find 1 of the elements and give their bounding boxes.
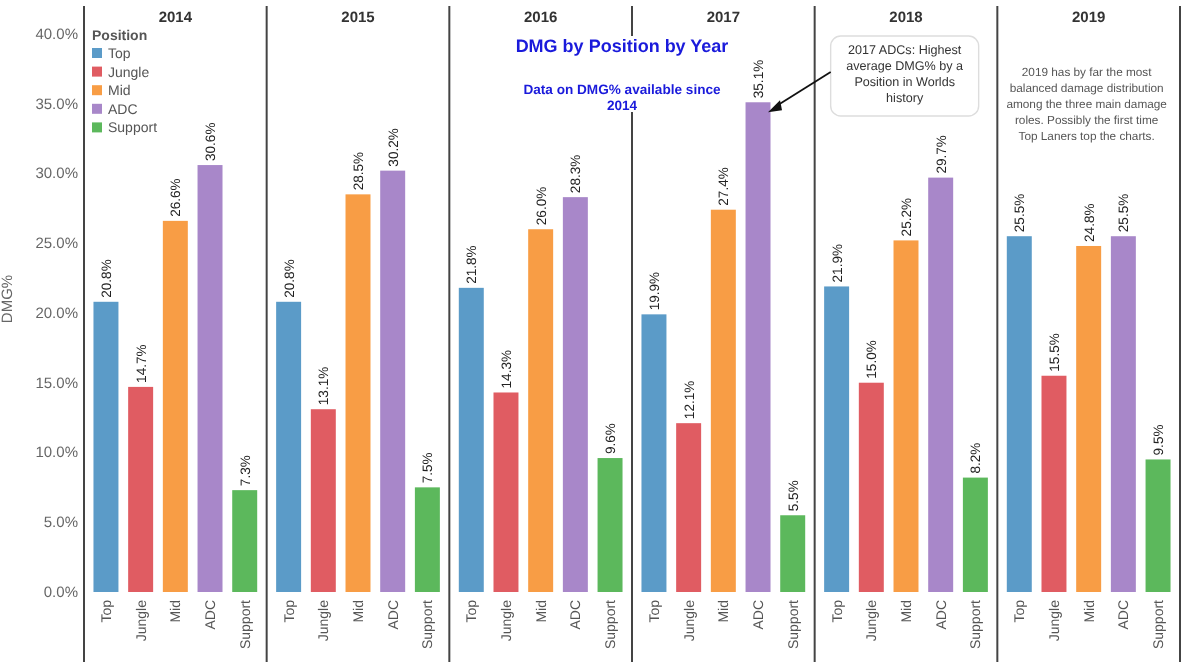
text: DMG by Position by Year	[515, 36, 730, 56]
